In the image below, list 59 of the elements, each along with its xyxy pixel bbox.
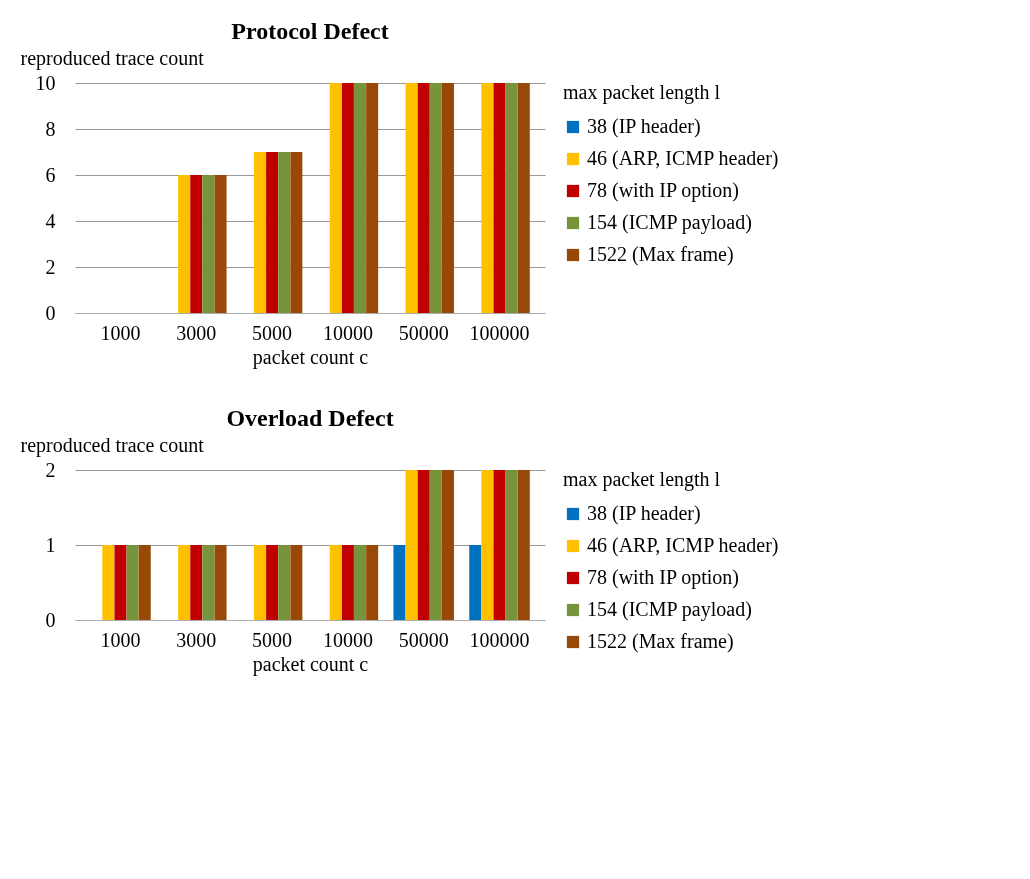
bar	[405, 83, 418, 313]
x-tick-label: 50000	[398, 321, 449, 344]
y-tick-label: 4	[45, 209, 56, 232]
x-tick-label: 10000	[322, 321, 373, 344]
bar	[253, 152, 266, 313]
y-tick-label: 6	[45, 163, 56, 186]
y-axis-title: reproduced trace count	[20, 46, 205, 70]
bar	[266, 152, 279, 313]
x-tick-label: 100000	[469, 321, 530, 344]
x-tick-label: 50000	[398, 628, 449, 651]
legend-label: 46 (ARP, ICMP header)	[587, 534, 779, 557]
x-tick-label: 3000	[176, 628, 217, 651]
y-tick-label: 1	[45, 533, 56, 556]
y-tick-label: 10	[35, 71, 56, 94]
legend-title: max packet length l	[563, 468, 721, 491]
x-tick-label: 3000	[176, 321, 217, 344]
x-tick-label: 1000	[100, 628, 141, 651]
bar	[354, 83, 367, 313]
y-tick-label: 0	[45, 301, 56, 324]
legend-label: 1522 (Max frame)	[587, 630, 734, 653]
bar	[417, 83, 430, 313]
bar	[481, 83, 494, 313]
x-tick-label: 5000	[252, 321, 293, 344]
x-tick-label: 5000	[252, 628, 293, 651]
bar	[214, 175, 227, 313]
bar	[290, 152, 303, 313]
legend-label: 154 (ICMP payload)	[587, 598, 752, 621]
chart-title: Overload Defect	[226, 405, 394, 431]
legend-title: max packet length l	[563, 81, 721, 104]
x-tick-label: 10000	[322, 628, 373, 651]
bar	[278, 152, 291, 313]
x-tick-label: 1000	[100, 321, 141, 344]
legend-label: 38 (IP header)	[587, 115, 701, 138]
legend-label: 1522 (Max frame)	[587, 243, 734, 266]
legend-label: 38 (IP header)	[587, 502, 701, 525]
chart-title: Protocol Defect	[231, 18, 389, 44]
y-axis-title: reproduced trace count	[20, 433, 205, 457]
x-axis-title: packet count c	[252, 345, 369, 369]
bar	[441, 83, 454, 313]
y-tick-label: 0	[45, 608, 56, 631]
y-tick-label: 8	[45, 117, 56, 140]
bar	[493, 83, 506, 313]
bar	[341, 83, 354, 313]
legend-label: 78 (with IP option)	[587, 566, 740, 589]
bar	[190, 175, 203, 313]
y-tick-label: 2	[45, 255, 56, 278]
x-axis-title: packet count c	[252, 652, 369, 676]
bar	[329, 83, 342, 313]
bar	[429, 83, 442, 313]
x-tick-label: 100000	[469, 628, 530, 651]
legend-label: 78 (with IP option)	[587, 179, 740, 202]
bar	[366, 83, 379, 313]
legend-label: 46 (ARP, ICMP header)	[587, 147, 779, 170]
bar	[178, 175, 191, 313]
legend-label: 154 (ICMP payload)	[587, 211, 752, 234]
bar	[202, 175, 215, 313]
y-tick-label: 2	[45, 458, 56, 481]
bar	[505, 83, 518, 313]
bar	[517, 83, 530, 313]
